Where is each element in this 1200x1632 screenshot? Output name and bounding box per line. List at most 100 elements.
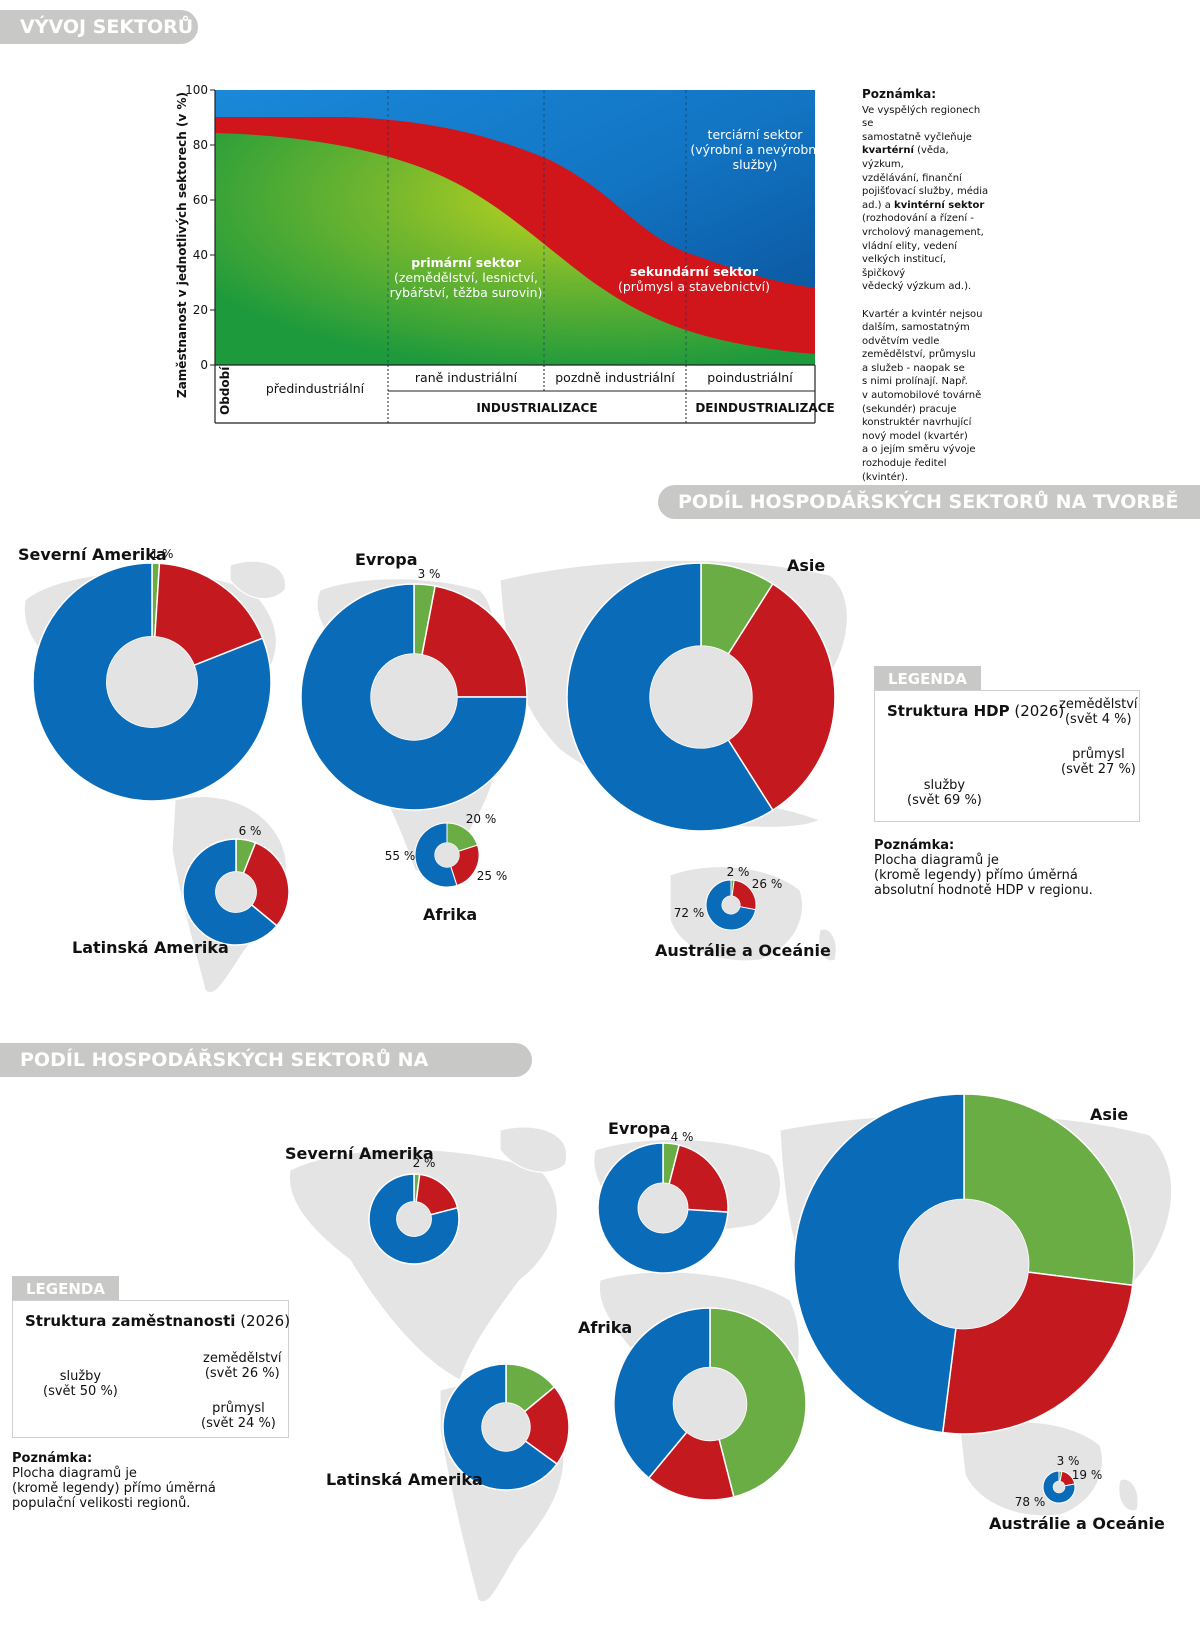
svg-text:služby): služby) — [733, 157, 778, 172]
section1-note-line: velkých institucí, špičkový — [862, 254, 946, 279]
period-axis-label: Období — [218, 366, 232, 415]
secondary-label: sekundární sektor (průmysl a stavebnictv… — [618, 264, 770, 294]
y-axis-label: Zaměstnanost v jednotlivých sektorech (v… — [175, 92, 189, 398]
section1-note-line: v automobilové továrně — [862, 390, 982, 402]
section1-note-line: samostatně vyčleňuje — [862, 131, 972, 143]
emp-note-line-3: populační velikosti regionů. — [12, 1496, 191, 1511]
emp-note-line-1: Plocha diagramů je — [12, 1466, 137, 1481]
gdp-region-north-america: Severní Amerika — [18, 545, 167, 564]
y-axis: 0 20 40 60 80 100 Zaměstnanost v jednotl… — [175, 83, 216, 423]
phase-industrialization: INDUSTRIALIZACE — [476, 401, 597, 415]
gdp-donut-europe-label-agri: 3 % — [418, 567, 441, 581]
section1-note-line: dalším, samostatným — [862, 322, 970, 334]
gdp-region-europe: Evropa — [355, 550, 418, 569]
gdp-donut-latin-america: 6 % — [182, 824, 290, 946]
gdp-donut-australia: 2 %26 % 72 % — [674, 865, 783, 931]
ytick-80: 80 — [193, 138, 208, 152]
period-late-industrial: pozdně industriální — [555, 370, 675, 385]
primary-area — [215, 133, 815, 365]
section1-note-line: vládní elity, vedení — [862, 240, 958, 252]
emp-donut-asia-center — [899, 1199, 1029, 1329]
emp-legend-agri-label: zemědělství (svět 26 %) — [203, 1351, 282, 1381]
gdp-region-latin-america: Latinská Amerika — [72, 938, 229, 957]
emp-region-asia: Asie — [1090, 1105, 1129, 1124]
map-new-zealand — [818, 928, 837, 962]
emp-donut-australia-label-services: 78 % — [1015, 1495, 1046, 1509]
gdp-region-asia: Asie — [787, 556, 826, 575]
gdp-donut-australia-label-industry: 26 % — [752, 877, 783, 891]
section1-note-line: konstruktér navrhující — [862, 417, 972, 429]
emp-note-title: Poznámka: — [12, 1451, 93, 1466]
section1-note: Poznámka: Ve vyspělých regionech se samos… — [862, 87, 992, 484]
svg-text:(průmysl a stavebnictví): (průmysl a stavebnictví) — [618, 279, 770, 294]
ytick-0: 0 — [200, 358, 208, 372]
gdp-donut-australia-label-services: 72 % — [674, 906, 705, 920]
emp-donut-north-america-center — [396, 1201, 432, 1237]
gdp-donut-africa-label-agri: 20 % — [466, 812, 497, 826]
emp-donut-australia-label-agri: 3 % — [1057, 1454, 1080, 1468]
section1-note-line: vzdělávání, finanční — [862, 172, 962, 184]
period-dividers — [387, 90, 687, 365]
gdp-donut-africa-label-industry: 25 % — [477, 869, 508, 883]
section1-note-line: a služeb - naopak se — [862, 362, 965, 374]
emp-donut-asia — [793, 1093, 1135, 1435]
emp-region-africa: Afrika — [578, 1318, 633, 1337]
gdp-donut-latin-america-center — [215, 871, 257, 913]
gdp-donut-europe-center — [371, 654, 457, 740]
gdp-donut-europe: 3 % — [300, 567, 528, 811]
emp-donut-africa — [613, 1307, 807, 1501]
ytick-40: 40 — [193, 248, 208, 262]
emp-donut-australia-center — [1053, 1481, 1065, 1493]
emp-donut-latin-america — [442, 1363, 570, 1491]
info-society-label: informační společnost — [833, 209, 847, 359]
gdp-legend-industry-label: průmysl (svět 27 %) — [1061, 747, 1136, 777]
emp-note: Poznámka: Plocha diagramů je (kromě lege… — [12, 1451, 216, 1511]
emp-donut-australia-label-industry: 19 % — [1072, 1468, 1103, 1482]
emp-legend-title: Struktura zaměstnanosti (2026) — [25, 1312, 291, 1330]
emp-note-line-2: (kromě legendy) přímo úměrná — [12, 1481, 216, 1496]
sector-evolution-chart: 0 20 40 60 80 100 Zaměstnanost v jednotl… — [175, 83, 847, 424]
section1-note-line: vrcholový management, — [862, 226, 984, 238]
section1-note-line: pojišťovací služby, média — [862, 186, 989, 198]
section1-note-line: s nimi prolínají. Např. — [862, 376, 968, 388]
map-north-america — [288, 1148, 558, 1381]
emp-donut-north-america: 2 % — [368, 1156, 460, 1265]
period-postindustrial: poindustriální — [707, 370, 793, 385]
emp-donut-north-america-label-agri: 2 % — [413, 1156, 436, 1170]
gdp-donut-australia-center — [722, 896, 740, 914]
gdp-donut-africa-label-services: 55 % — [385, 849, 416, 863]
emp-donut-africa-center — [673, 1367, 747, 1441]
map-greenland — [229, 560, 287, 600]
emp-donut-europe: 4 % — [597, 1130, 729, 1274]
period-preindustrial: předindustriální — [266, 381, 365, 396]
gdp-donut-asia-center — [650, 646, 752, 748]
gdp-legend-agri-label: zemědělství (svět 4 %) — [1059, 697, 1138, 727]
section1-note-title: Poznámka: — [862, 87, 937, 101]
period-table: Období předindustriální raně industriáln… — [215, 364, 835, 424]
section1-note-line: zemědělství, průmyslu — [862, 349, 976, 361]
emp-region-north-america: Severní Amerika — [285, 1144, 434, 1163]
gdp-region-africa: Afrika — [423, 905, 478, 924]
gdp-donut-australia-label-agri: 2 % — [727, 865, 750, 879]
gdp-donut-asia — [566, 562, 836, 832]
section1-note-line: (kvintér). — [862, 471, 908, 483]
emp-region-europe: Evropa — [608, 1119, 671, 1138]
period-early-industrial: raně industriální — [415, 370, 518, 385]
gdp-note-line-1: Plocha diagramů je — [874, 853, 999, 868]
section1-note-line: odvětvím vedle — [862, 335, 940, 347]
svg-text:(zemědělství, lesnictví,: (zemědělství, lesnictví, — [394, 270, 538, 285]
emp-legend-services-label: služby (svět 50 %) — [43, 1369, 118, 1399]
phase-deindustrialization: DEINDUSTRIALIZACE — [695, 401, 834, 415]
map-greenland — [499, 1126, 568, 1173]
section1-note-line: kvartérní (věda, výzkum, — [862, 145, 949, 170]
section1-note-line: vědecký výzkum ad.). — [862, 281, 972, 293]
svg-text:(výrobní a nevýrobní: (výrobní a nevýrobní — [690, 142, 820, 157]
emp-legend-box: Struktura zaměstnanosti (2026) zemědělst… — [12, 1300, 291, 1438]
emp-legend-tab: LEGENDA — [12, 1276, 119, 1302]
gdp-donut-africa: 20 % 25 % 55 % — [385, 812, 508, 888]
gdp-donut-latin-america-label-agri: 6 % — [239, 824, 262, 838]
section1-note-line: (rozhodování a řízení - — [862, 213, 974, 225]
gdp-note-line-3: absolutní hodnotě HDP v regionu. — [874, 883, 1093, 898]
section1-note-line: rozhoduje ředitel — [862, 458, 947, 470]
